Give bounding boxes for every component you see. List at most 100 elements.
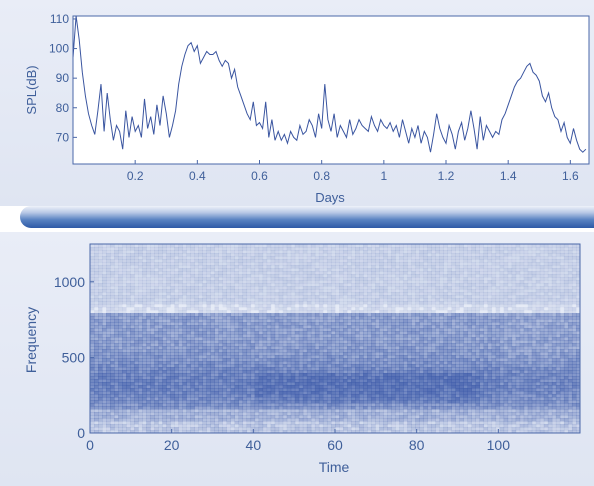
- heatmap-cell: [347, 376, 352, 380]
- heatmap-cell: [110, 319, 115, 323]
- heatmap-cell: [278, 415, 284, 419]
- heatmap-cell: [174, 295, 179, 299]
- heatmap-cell: [142, 388, 147, 392]
- heatmap-cell: [186, 328, 191, 332]
- heatmap-cell: [395, 367, 400, 371]
- heatmap-cell: [202, 286, 207, 290]
- heatmap-cell: [194, 262, 199, 266]
- heatmap-cell: [290, 325, 296, 329]
- heatmap-cell: [94, 364, 99, 368]
- heatmap-cell: [270, 301, 276, 305]
- heatmap-cell: [278, 265, 284, 269]
- heatmap-cell: [158, 301, 163, 305]
- heatmap-cell: [210, 334, 215, 338]
- heatmap-cell: [202, 343, 207, 347]
- heatmap-cell: [250, 355, 256, 359]
- heatmap-cell: [94, 298, 99, 302]
- heatmap-cell: [330, 421, 336, 425]
- heatmap-cell: [118, 385, 123, 389]
- heatmap-cell: [314, 283, 320, 287]
- heatmap-cell: [326, 382, 332, 386]
- heatmap-cell: [274, 340, 280, 344]
- heatmap-cell: [383, 412, 388, 416]
- heatmap-cell: [351, 298, 356, 302]
- heatmap-cell: [286, 289, 292, 293]
- heatmap-cell: [286, 385, 292, 389]
- heatmap-cell: [202, 244, 207, 248]
- heatmap-cell: [262, 298, 268, 302]
- heatmap-cell: [290, 337, 296, 341]
- heatmap-cell: [142, 313, 147, 317]
- heatmap-cell: [198, 418, 203, 422]
- heatmap-cell: [274, 283, 280, 287]
- heatmap-cell: [150, 319, 155, 323]
- heatmap-cell: [114, 310, 119, 314]
- heatmap-cell: [270, 352, 276, 356]
- heatmap-cell: [126, 313, 131, 317]
- heatmap-cell: [383, 268, 388, 272]
- heatmap-cell: [395, 265, 400, 269]
- heatmap-cell: [202, 373, 207, 377]
- heatmap-cell: [306, 331, 312, 335]
- heatmap-cell: [282, 301, 288, 305]
- heatmap-cell: [363, 415, 368, 419]
- heatmap-cell: [347, 430, 352, 433]
- heatmap-cell: [138, 373, 143, 377]
- heatmap-cell: [335, 253, 340, 257]
- heatmap-cell: [318, 334, 324, 338]
- heatmap-cell: [238, 259, 244, 263]
- heatmap-cell: [266, 346, 272, 350]
- heatmap-cell: [186, 271, 191, 275]
- heatmap-cell: [330, 388, 336, 392]
- heatmap-cell: [347, 301, 352, 305]
- heatmap-cell: [395, 391, 400, 395]
- heatmap-cell: [210, 370, 215, 374]
- heatmap-cell: [178, 307, 183, 311]
- heatmap-cell: [186, 391, 191, 395]
- heatmap-cell: [238, 337, 244, 341]
- heatmap-cell: [403, 256, 408, 260]
- heatmap-cell: [343, 310, 348, 314]
- heatmap-cell: [399, 427, 404, 431]
- heatmap-cell: [170, 265, 175, 269]
- heatmap-cell: [242, 325, 248, 329]
- heatmap-cell: [391, 271, 396, 275]
- heatmap-cell: [391, 280, 396, 284]
- heatmap-cell: [110, 397, 115, 401]
- heatmap-cell: [154, 313, 159, 317]
- heatmap-cell: [146, 406, 151, 410]
- heatmap-cell: [170, 397, 175, 401]
- heatmap-cell: [114, 343, 119, 347]
- heatmap-cell: [162, 379, 167, 383]
- heatmap-cell: [202, 427, 207, 431]
- heatmap-cell: [339, 283, 344, 287]
- heatmap-cell: [306, 406, 312, 410]
- heatmap-cell: [110, 280, 115, 284]
- x-tick-label: 0.6: [251, 169, 268, 183]
- heatmap-cell: [294, 415, 300, 419]
- heatmap-cell: [94, 424, 99, 428]
- heatmap-cell: [214, 265, 219, 269]
- heatmap-cell: [278, 418, 284, 422]
- heatmap-cell: [246, 295, 252, 299]
- heatmap-cell: [254, 418, 260, 422]
- heatmap-cell: [142, 307, 147, 311]
- heatmap-cell: [294, 424, 300, 428]
- heatmap-cell: [318, 316, 324, 320]
- heatmap-cell: [194, 418, 199, 422]
- heatmap-cell: [106, 373, 111, 377]
- heatmap-cell: [226, 283, 231, 287]
- heatmap-cell: [371, 283, 376, 287]
- heatmap-cell: [282, 298, 288, 302]
- heatmap-cell: [90, 244, 95, 248]
- heatmap-cell: [335, 334, 340, 338]
- heatmap-cell: [126, 400, 131, 404]
- heatmap-cell: [274, 379, 280, 383]
- heatmap-cell: [210, 244, 215, 248]
- heatmap-cell: [330, 367, 336, 371]
- heatmap-cell: [178, 376, 183, 380]
- heatmap-cell: [170, 247, 175, 251]
- heatmap-cell: [326, 283, 332, 287]
- heatmap-cell: [238, 247, 244, 251]
- heatmap-cell: [371, 400, 376, 404]
